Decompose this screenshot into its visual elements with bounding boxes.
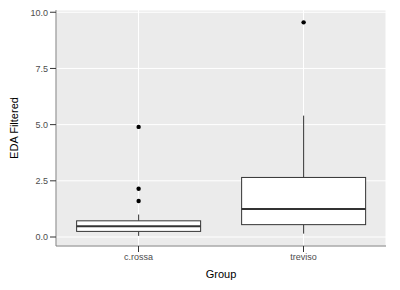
svg-text:5.0: 5.0 xyxy=(35,120,48,130)
svg-text:c.rossa: c.rossa xyxy=(124,252,153,262)
svg-text:EDA Filtered: EDA Filtered xyxy=(8,97,20,159)
svg-text:treviso: treviso xyxy=(290,252,317,262)
svg-text:7.5: 7.5 xyxy=(35,64,48,74)
svg-text:10.0: 10.0 xyxy=(30,8,48,18)
svg-text:2.5: 2.5 xyxy=(35,176,48,186)
svg-text:Group: Group xyxy=(206,268,237,280)
svg-text:0.0: 0.0 xyxy=(35,232,48,242)
